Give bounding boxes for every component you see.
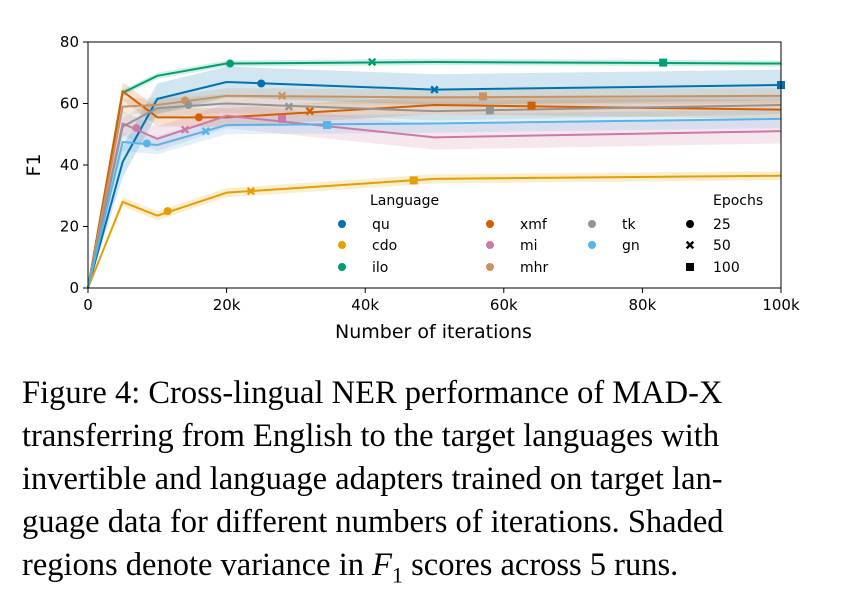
- legend-marker-qu: [338, 220, 346, 228]
- marker-gn-circle: [142, 139, 151, 148]
- legend-marker-gn: [588, 241, 596, 249]
- epoch-markers: [132, 57, 785, 216]
- caption-line-5a: regions denote variance in: [22, 547, 373, 583]
- marker-gn-square: [323, 121, 332, 130]
- band-qu: [88, 66, 781, 288]
- legend-epoch-x-icon: [685, 240, 695, 250]
- caption-f1-symbol: F: [372, 547, 392, 583]
- marker-mi-square: [278, 114, 287, 123]
- legend-marker-xmf: [486, 220, 494, 228]
- x-tick-label: 20k: [213, 296, 241, 314]
- marker-cdo-square: [409, 176, 418, 185]
- line-mhr: [87, 94, 782, 289]
- caption-line-1: Figure 4: Cross-lingual NER performance …: [22, 375, 723, 411]
- marker-ilo-square: [659, 58, 668, 67]
- x-tick-label: 80k: [629, 296, 657, 314]
- variance-bands: [88, 58, 781, 289]
- legend-label-gn: gn: [622, 238, 640, 254]
- line-cdo: [87, 174, 782, 289]
- marker-xmf-circle: [194, 113, 203, 122]
- band-tk: [88, 94, 781, 289]
- marker-tk-square: [485, 106, 494, 115]
- legend-label-cdo: cdo: [372, 238, 397, 254]
- ner-iterations-chart: 0 20k 40k 60k 80k 100k 0 20 40 60 80 Number of iter…: [23, 33, 800, 343]
- x-tick-label: 40k: [351, 296, 379, 314]
- legend-epoch-square-icon: [686, 263, 694, 271]
- band-gn: [88, 109, 781, 289]
- legend-epoch-label: 100: [713, 260, 740, 276]
- legend-label-mhr: mhr: [520, 260, 549, 276]
- band-mi: [88, 103, 781, 288]
- marker-xmf-x: [305, 107, 314, 116]
- caption-f1-subscript: 1: [392, 562, 403, 588]
- caption-line-3: invertible and language adapters trained…: [22, 461, 723, 497]
- marker-ilo-circle: [226, 59, 235, 68]
- legend-marker-ilo: [338, 263, 346, 271]
- legend-epoch-label: 25: [713, 217, 731, 233]
- caption-line-2: transferring from English to the target …: [22, 418, 720, 454]
- caption-line-5b: scores across 5 runs.: [403, 547, 679, 583]
- marker-gn-x: [201, 127, 210, 136]
- legend-label-mi: mi: [520, 238, 538, 254]
- marker-cdo-circle: [163, 207, 172, 216]
- legend-title-language: Language: [370, 193, 439, 209]
- y-tick-label: 20: [60, 218, 79, 236]
- band-cdo: [88, 171, 781, 288]
- marker-tk-circle: [184, 101, 193, 110]
- x-tick-label: 0: [83, 296, 93, 314]
- axes: 0 20k 40k 60k 80k 100k 0 20 40 60 80 Number of iter…: [23, 33, 800, 343]
- y-tick-label: 0: [69, 279, 79, 297]
- marker-qu-circle: [257, 79, 266, 88]
- y-axis-label: F1: [23, 153, 45, 176]
- line-qu: [87, 80, 782, 289]
- marker-mhr-x: [277, 91, 287, 100]
- legend-marker-tk: [588, 220, 596, 228]
- x-tick-label: 60k: [490, 296, 518, 314]
- line-gn: [87, 117, 782, 289]
- x-axis-label: Number of iterations: [335, 321, 532, 343]
- legend-marker-cdo: [338, 241, 346, 249]
- marker-mi-x: [180, 125, 190, 134]
- legend-epoch-circle-icon: [686, 220, 694, 228]
- line-xmf: [87, 90, 782, 289]
- legend: Language qu cdo ilo xmf mi mhr tk gn Epochs 25 50 10…: [338, 193, 763, 276]
- caption-line-4: guage data for different numbers of iter…: [22, 504, 724, 540]
- legend-label-xmf: xmf: [520, 217, 548, 233]
- band-xmf: [88, 81, 781, 288]
- y-tick-label: 60: [60, 95, 79, 113]
- legend-label-tk: tk: [622, 217, 636, 233]
- legend-marker-mhr: [486, 263, 494, 271]
- marker-mhr-square: [479, 92, 488, 101]
- figure-caption: Figure 4: Cross-lingual NER performance …: [22, 372, 822, 597]
- x-tick-label: 100k: [762, 296, 800, 314]
- y-tick-label: 40: [60, 156, 79, 174]
- legend-marker-mi: [486, 241, 494, 249]
- legend-label-ilo: ilo: [372, 260, 388, 276]
- marker-tk-x: [284, 102, 294, 111]
- marker-xmf-square: [527, 101, 536, 110]
- legend-label-qu: qu: [372, 217, 390, 233]
- legend-title-epochs: Epochs: [713, 193, 763, 209]
- y-tick-label: 80: [60, 33, 79, 51]
- marker-mi-circle: [132, 124, 141, 133]
- marker-qu-x: [430, 85, 439, 94]
- marker-cdo-x: [246, 186, 256, 196]
- marker-ilo-x: [367, 57, 377, 67]
- legend-epoch-label: 50: [713, 238, 731, 254]
